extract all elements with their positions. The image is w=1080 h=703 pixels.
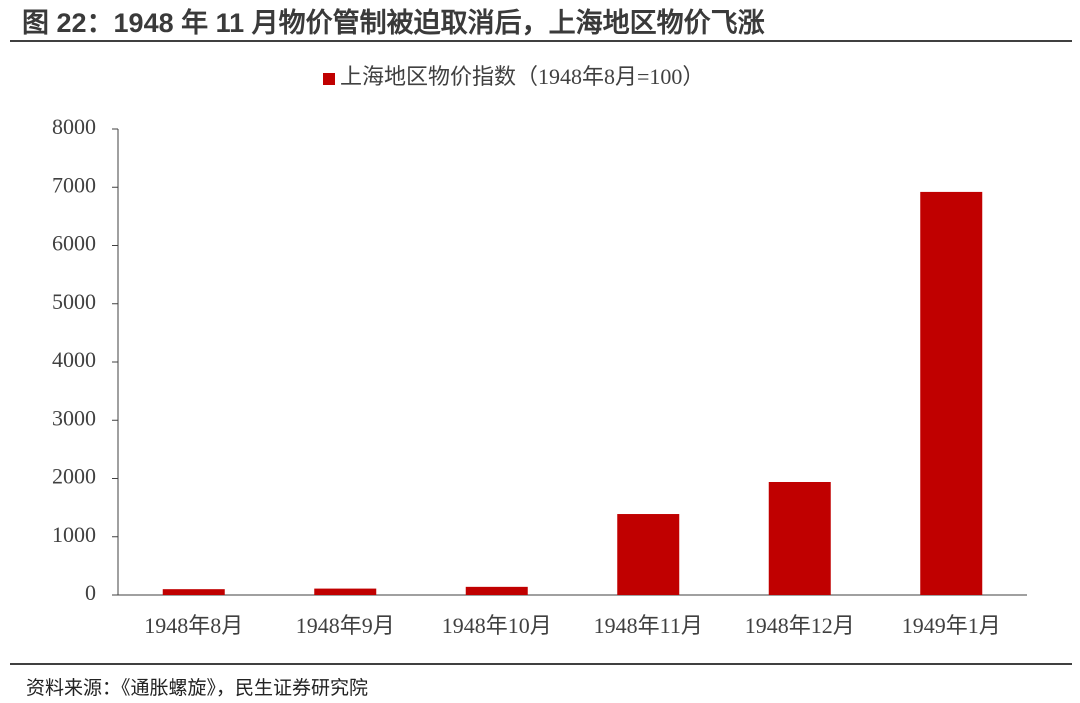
y-tick-label: 1000 bbox=[52, 522, 96, 547]
bar bbox=[920, 191, 983, 595]
y-tick-label: 7000 bbox=[52, 172, 96, 197]
y-tick-label: 3000 bbox=[52, 405, 96, 430]
bar bbox=[314, 588, 377, 595]
y-tick-label: 6000 bbox=[52, 231, 96, 256]
y-tick-label: 0 bbox=[85, 580, 96, 605]
bar bbox=[768, 481, 831, 595]
source: 资料来源：《通胀螺旋》，民生证券研究院 bbox=[26, 677, 368, 699]
y-tick-label: 8000 bbox=[52, 114, 96, 139]
x-tick-label: 1948年12月 bbox=[745, 613, 855, 638]
y-tick-label: 4000 bbox=[52, 347, 96, 372]
legend-label: 上海地区物价指数（1948年8月=100） bbox=[340, 64, 704, 89]
legend-swatch bbox=[323, 73, 335, 85]
y-tick-label: 5000 bbox=[52, 289, 96, 314]
x-tick-label: 1948年11月 bbox=[594, 613, 703, 638]
x-tick-label: 1948年10月 bbox=[442, 613, 552, 638]
x-tick-label: 1948年9月 bbox=[296, 613, 395, 638]
x-tick-label: 1949年1月 bbox=[902, 613, 1001, 638]
y-tick-label: 2000 bbox=[52, 464, 96, 489]
chart-title: 图 22：1948 年 11 月物价管制被迫取消后，上海地区物价飞涨 bbox=[22, 7, 765, 38]
bar bbox=[617, 514, 680, 595]
bar bbox=[465, 586, 528, 595]
bar bbox=[162, 589, 225, 595]
x-tick-label: 1948年8月 bbox=[144, 613, 243, 638]
